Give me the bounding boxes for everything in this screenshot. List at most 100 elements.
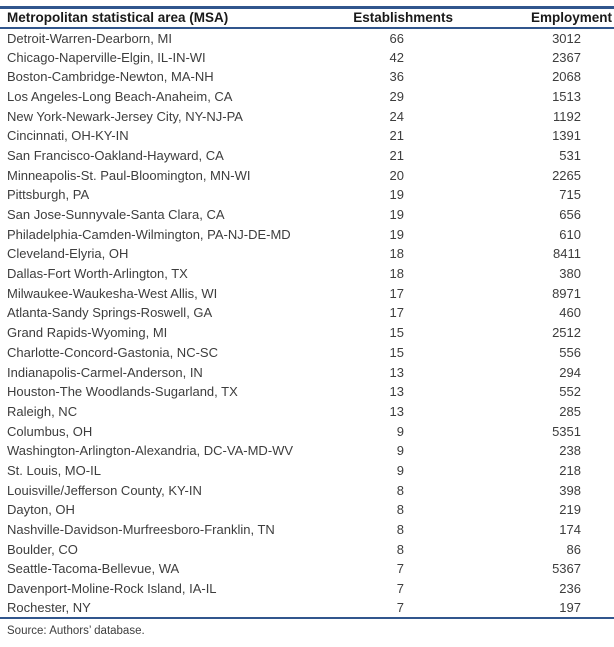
employment-cell: 2265 — [552, 167, 581, 183]
employment-cell: 656 — [559, 207, 581, 223]
establishments-cell: 18 — [389, 266, 404, 282]
employment-cell: 197 — [559, 600, 581, 616]
table-row: Houston-The Woodlands-Sugarland, TX 13 5… — [0, 382, 614, 402]
header-establishments: Establishments — [305, 7, 453, 29]
establishments-cell: 19 — [389, 226, 404, 242]
msa-cell: Dallas-Fort Worth-Arlington, TX — [7, 266, 188, 282]
employment-cell: 1513 — [552, 88, 581, 104]
msa-cell: Nashville-Davidson-Murfreesboro-Franklin… — [7, 522, 275, 538]
table-row: San Francisco-Oakland-Hayward, CA 21 531 — [0, 146, 614, 166]
establishments-cell: 66 — [389, 31, 404, 47]
employment-cell: 174 — [559, 522, 581, 538]
establishments-cell: 15 — [389, 325, 404, 341]
employment-cell: 610 — [559, 226, 581, 242]
table-row: Washington-Arlington-Alexandria, DC-VA-M… — [0, 441, 614, 461]
establishments-cell: 7 — [396, 581, 404, 597]
msa-cell: Louisville/Jefferson County, KY-IN — [7, 482, 202, 498]
establishments-cell: 9 — [396, 443, 404, 459]
source-note: Source: Authors’ database. — [7, 625, 145, 638]
table-row: Cincinnati, OH-KY-IN 21 1391 — [0, 126, 614, 146]
msa-cell: Boulder, CO — [7, 541, 78, 557]
table-row: Minneapolis-St. Paul-Bloomington, MN-WI … — [0, 165, 614, 185]
establishments-cell: 19 — [389, 207, 404, 223]
msa-cell: Pittsburgh, PA — [7, 187, 90, 203]
employment-cell: 294 — [559, 364, 581, 380]
employment-cell: 236 — [559, 581, 581, 597]
establishments-cell: 9 — [396, 423, 404, 439]
establishments-cell: 15 — [389, 344, 404, 360]
employment-cell: 552 — [559, 384, 581, 400]
table-header: Metropolitan statistical area (MSA) Esta… — [0, 7, 614, 29]
table-row: Charlotte-Concord-Gastonia, NC-SC 15 556 — [0, 343, 614, 363]
employment-cell: 2367 — [552, 49, 581, 65]
msa-table: Metropolitan statistical area (MSA) Esta… — [0, 6, 614, 620]
establishments-cell: 13 — [389, 403, 404, 419]
header-row: Metropolitan statistical area (MSA) Esta… — [0, 7, 614, 29]
establishments-cell: 17 — [389, 285, 404, 301]
msa-cell: Rochester, NY — [7, 600, 91, 616]
employment-cell: 8971 — [552, 285, 581, 301]
employment-cell: 8411 — [553, 246, 581, 262]
table-row: Milwaukee-Waukesha-West Allis, WI 17 897… — [0, 283, 614, 303]
establishments-cell: 9 — [396, 462, 404, 478]
establishments-cell: 19 — [389, 187, 404, 203]
table-row: Detroit-Warren-Dearborn, MI 66 3012 — [0, 28, 614, 48]
establishments-cell: 8 — [396, 482, 404, 498]
table-row: Indianapolis-Carmel-Anderson, IN 13 294 — [0, 362, 614, 382]
employment-cell: 380 — [559, 266, 581, 282]
table-row: Dallas-Fort Worth-Arlington, TX 18 380 — [0, 264, 614, 284]
table-row: Davenport-Moline-Rock Island, IA-IL 7 23… — [0, 579, 614, 599]
msa-cell: Indianapolis-Carmel-Anderson, IN — [7, 364, 203, 380]
msa-cell: Philadelphia-Camden-Wilmington, PA-NJ-DE… — [7, 226, 291, 242]
employment-cell: 285 — [559, 403, 581, 419]
header-employment: Employment — [453, 7, 614, 29]
table-body: Detroit-Warren-Dearborn, MI 66 3012 Chic… — [0, 28, 614, 619]
table-row: Columbus, OH 9 5351 — [0, 421, 614, 441]
table-row: Grand Rapids-Wyoming, MI 15 2512 — [0, 323, 614, 343]
employment-cell: 5351 — [552, 423, 581, 439]
table-row: San Jose-Sunnyvale-Santa Clara, CA 19 65… — [0, 205, 614, 225]
msa-cell: St. Louis, MO-IL — [7, 462, 101, 478]
establishments-cell: 13 — [389, 384, 404, 400]
establishments-cell: 42 — [389, 49, 404, 65]
msa-cell: Dayton, OH — [7, 502, 75, 518]
table-row: St. Louis, MO-IL 9 218 — [0, 461, 614, 481]
table-row: Cleveland-Elyria, OH 18 8411 — [0, 244, 614, 264]
establishments-cell: 7 — [396, 600, 404, 616]
establishments-cell: 21 — [389, 147, 404, 163]
msa-cell: Houston-The Woodlands-Sugarland, TX — [7, 384, 238, 400]
msa-cell: Milwaukee-Waukesha-West Allis, WI — [7, 285, 218, 301]
employment-cell: 219 — [559, 502, 581, 518]
employment-cell: 5367 — [552, 561, 581, 577]
establishments-cell: 29 — [389, 88, 404, 104]
employment-cell: 218 — [559, 462, 581, 478]
msa-cell: Boston-Cambridge-Newton, MA-NH — [7, 69, 214, 85]
msa-cell: Seattle-Tacoma-Bellevue, WA — [7, 561, 180, 577]
table-row: Chicago-Naperville-Elgin, IL-IN-WI 42 23… — [0, 47, 614, 67]
msa-cell: Atlanta-Sandy Springs-Roswell, GA — [7, 305, 213, 321]
msa-cell: Detroit-Warren-Dearborn, MI — [7, 31, 172, 47]
employment-cell: 460 — [559, 305, 581, 321]
employment-cell: 3012 — [552, 31, 581, 47]
table-row: Nashville-Davidson-Murfreesboro-Franklin… — [0, 520, 614, 540]
header-msa: Metropolitan statistical area (MSA) — [0, 7, 305, 29]
table-row: New York-Newark-Jersey City, NY-NJ-PA 24… — [0, 106, 614, 126]
establishments-cell: 13 — [389, 364, 404, 380]
table-row: Louisville/Jefferson County, KY-IN 8 398 — [0, 480, 614, 500]
employment-cell: 238 — [559, 443, 581, 459]
employment-cell: 1391 — [552, 128, 581, 144]
msa-cell: Charlotte-Concord-Gastonia, NC-SC — [7, 344, 218, 360]
msa-cell: Cleveland-Elyria, OH — [7, 246, 129, 262]
msa-cell: Washington-Arlington-Alexandria, DC-VA-M… — [7, 443, 294, 459]
table-row: Boulder, CO 8 86 — [0, 539, 614, 559]
employment-cell: 398 — [559, 482, 581, 498]
establishments-cell: 17 — [389, 305, 404, 321]
employment-cell: 2512 — [552, 325, 581, 341]
msa-cell: Davenport-Moline-Rock Island, IA-IL — [7, 581, 217, 597]
msa-cell: New York-Newark-Jersey City, NY-NJ-PA — [7, 108, 243, 124]
table-row: Dayton, OH 8 219 — [0, 500, 614, 520]
establishments-cell: 36 — [389, 69, 404, 85]
employment-cell: 556 — [559, 344, 581, 360]
table-row: Boston-Cambridge-Newton, MA-NH 36 2068 — [0, 67, 614, 87]
establishments-cell: 21 — [389, 128, 404, 144]
